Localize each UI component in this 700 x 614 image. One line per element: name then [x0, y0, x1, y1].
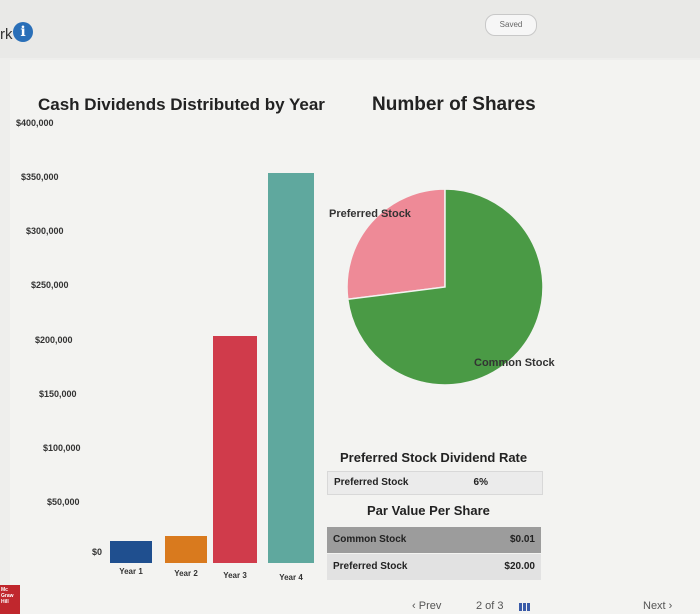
prev-label: Prev: [418, 600, 442, 612]
y-tick-label: $400,000: [16, 118, 54, 128]
par-value-amount: $0.01: [509, 534, 535, 545]
pie-label-preferred: Preferred Stock: [329, 208, 411, 220]
dividend-rate-label: Preferred Stock: [334, 477, 409, 488]
x-tick-label: Year 1: [119, 567, 143, 576]
pie-label-common: Common Stock: [474, 357, 555, 369]
info-icon[interactable]: i: [13, 22, 33, 42]
saved-badge: Saved: [485, 14, 537, 36]
chevron-left-icon: ‹: [412, 600, 419, 612]
bar-year-2: [165, 535, 207, 563]
y-tick-label: $50,000: [47, 496, 80, 507]
x-tick-label: Year 4: [279, 573, 303, 582]
y-tick-label: $200,000: [35, 334, 73, 345]
par-value-amount: $20.00: [504, 561, 535, 572]
x-tick-label: Year 2: [174, 569, 198, 578]
dividend-rate-row: Preferred Stock 6%: [327, 471, 543, 495]
prev-button[interactable]: ‹ Prev: [412, 600, 441, 612]
dividend-rate-title: Preferred Stock Dividend Rate: [340, 450, 528, 465]
x-tick-label: Year 3: [223, 571, 247, 580]
y-tick-label: $0: [92, 547, 103, 557]
dividend-rate-value: 6%: [473, 477, 488, 488]
header-fragment: rk: [0, 26, 13, 43]
next-label: Next: [643, 600, 666, 612]
par-value-row-common: Common Stock $0.01: [327, 527, 541, 553]
pie-chart-title: Number of Shares: [372, 94, 536, 115]
par-value-label: Common Stock: [333, 534, 407, 545]
bar-chart-title: Cash Dividends Distributed by Year: [38, 95, 325, 114]
par-value-row-preferred: Preferred Stock $20.00: [327, 554, 541, 580]
y-tick-label: $100,000: [43, 442, 81, 453]
top-bar: rk i Saved: [0, 0, 700, 58]
par-value-title: Par Value Per Share: [367, 503, 490, 518]
y-tick-label: $250,000: [31, 280, 69, 291]
grid-icon[interactable]: [519, 603, 530, 611]
chevron-right-icon: ›: [665, 600, 673, 612]
page-indicator: 2 of 3: [476, 600, 504, 612]
y-tick-label: $150,000: [39, 388, 77, 399]
bar-year-4: [268, 173, 314, 563]
next-button[interactable]: Next ›: [643, 600, 672, 612]
y-tick-label: $350,000: [21, 172, 59, 183]
mcgraw-hill-logo: Mc Graw Hill: [0, 585, 20, 614]
bar-year-3: [213, 335, 257, 563]
par-value-label: Preferred Stock: [333, 561, 408, 572]
bar-year-1: [110, 541, 152, 563]
y-tick-label: $300,000: [26, 226, 64, 237]
